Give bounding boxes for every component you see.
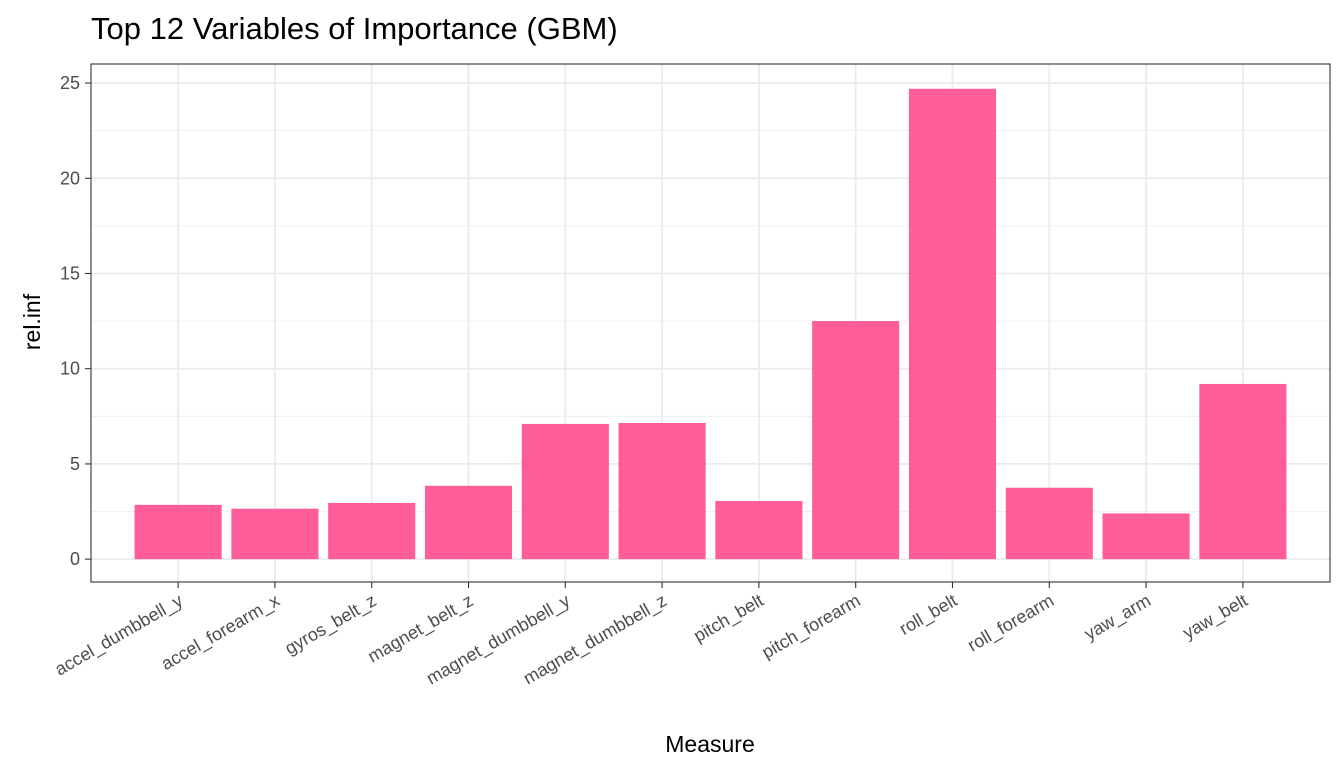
x-axis: accel_dumbbell_yaccel_forearm_xgyros_bel… [51,582,1251,689]
x-tick-label: pitch_belt [690,590,767,647]
bar-accel_forearm_x [231,508,319,560]
bar-roll_belt [908,88,997,560]
bar-gyros_belt_z [328,502,416,560]
bar-magnet_dumbbell_z [618,422,706,560]
y-tick-label: 0 [70,549,80,569]
bar-pitch_forearm [812,321,900,560]
x-tick-label: roll_forearm [964,590,1058,656]
y-tick-label: 5 [70,454,80,474]
y-tick-label: 25 [60,73,80,93]
x-tick-label: yaw_arm [1081,590,1155,645]
y-tick-label: 20 [60,168,80,188]
y-axis: 0 5 10 15 20 25 [60,73,91,569]
chart-title: Top 12 Variables of Importance (GBM) [91,11,618,46]
y-tick-label: 15 [60,263,80,283]
bar-roll_forearm [1005,487,1093,560]
panel-border [90,63,1331,583]
bar-accel_dumbbell_y [134,504,222,560]
bar-pitch_belt [715,501,803,560]
y-tick-label: 10 [60,359,80,379]
bar-yaw_arm [1102,513,1190,560]
bar-magnet_dumbbell_y [521,423,609,560]
panel-background [91,64,1330,582]
x-axis-title: Measure [665,731,754,757]
bar-magnet_belt_z [424,485,513,560]
x-tick-label: yaw_belt [1179,590,1251,644]
x-tick-label: roll_belt [896,590,961,640]
bar-yaw_belt [1199,383,1287,560]
x-tick-label: pitch_forearm [758,590,864,663]
bars-layer [134,88,1287,560]
grid-layer [91,64,1330,582]
y-axis-title: rel.inf [19,293,45,350]
